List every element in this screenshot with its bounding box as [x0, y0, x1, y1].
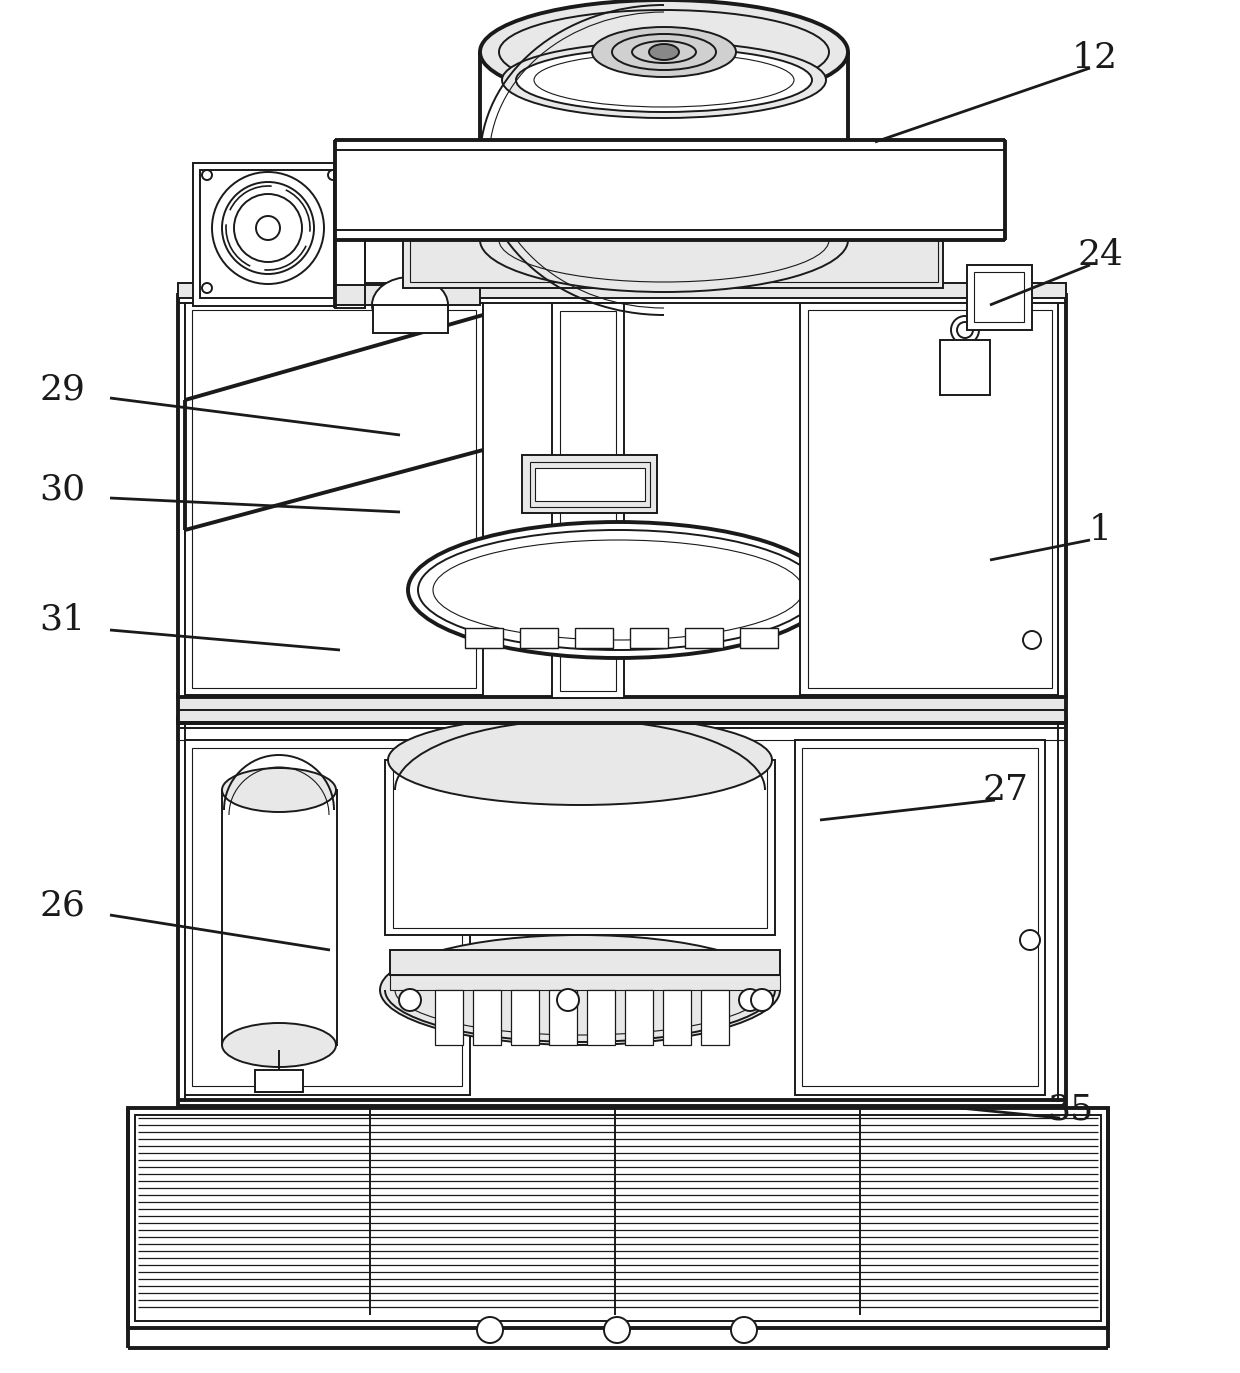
- Bar: [179, 295, 1066, 697]
- Bar: [701, 990, 729, 1045]
- Bar: [940, 341, 990, 395]
- Ellipse shape: [418, 530, 818, 649]
- Ellipse shape: [951, 316, 980, 345]
- Ellipse shape: [433, 540, 804, 640]
- Text: 26: 26: [40, 888, 84, 923]
- Ellipse shape: [751, 989, 773, 1011]
- Text: 35: 35: [1047, 1093, 1094, 1127]
- Bar: [410, 238, 937, 281]
- Bar: [808, 310, 1052, 688]
- Ellipse shape: [1023, 632, 1042, 649]
- Ellipse shape: [516, 48, 812, 113]
- Bar: [511, 990, 539, 1045]
- Bar: [255, 1070, 303, 1092]
- Bar: [192, 310, 476, 688]
- Ellipse shape: [632, 41, 696, 63]
- Bar: [391, 975, 780, 990]
- Ellipse shape: [408, 522, 828, 658]
- Bar: [128, 1108, 1109, 1328]
- Ellipse shape: [222, 768, 336, 811]
- Text: 1: 1: [1089, 514, 1111, 546]
- Ellipse shape: [212, 172, 324, 284]
- Bar: [663, 990, 691, 1045]
- Ellipse shape: [202, 283, 212, 292]
- Bar: [179, 695, 1066, 724]
- Bar: [625, 990, 653, 1045]
- Bar: [179, 718, 1066, 1107]
- Bar: [393, 768, 768, 928]
- Ellipse shape: [222, 183, 314, 275]
- Bar: [684, 627, 723, 648]
- Ellipse shape: [372, 277, 448, 334]
- Bar: [973, 272, 1024, 323]
- Bar: [435, 990, 463, 1045]
- Bar: [185, 303, 484, 695]
- Bar: [465, 627, 503, 648]
- Bar: [552, 303, 624, 697]
- Bar: [587, 990, 615, 1045]
- Bar: [391, 950, 780, 975]
- Bar: [373, 305, 448, 334]
- Bar: [200, 170, 334, 298]
- Ellipse shape: [498, 10, 830, 93]
- Ellipse shape: [739, 989, 761, 1011]
- Ellipse shape: [477, 1317, 503, 1343]
- Ellipse shape: [557, 989, 579, 1011]
- Ellipse shape: [379, 935, 780, 1045]
- Ellipse shape: [234, 194, 303, 262]
- Bar: [575, 627, 613, 648]
- Ellipse shape: [498, 198, 830, 281]
- Bar: [335, 286, 480, 305]
- Ellipse shape: [202, 170, 212, 180]
- Ellipse shape: [732, 1317, 756, 1343]
- Text: 27: 27: [982, 773, 1028, 807]
- Ellipse shape: [388, 715, 773, 805]
- Ellipse shape: [591, 27, 737, 77]
- Bar: [740, 627, 777, 648]
- Text: 24: 24: [1078, 238, 1123, 272]
- Ellipse shape: [502, 43, 826, 118]
- Bar: [534, 468, 645, 501]
- Bar: [630, 627, 668, 648]
- Ellipse shape: [613, 34, 715, 70]
- Bar: [520, 627, 558, 648]
- Bar: [560, 312, 616, 691]
- Ellipse shape: [534, 54, 794, 107]
- Ellipse shape: [329, 170, 339, 180]
- Bar: [384, 761, 775, 935]
- Bar: [800, 303, 1058, 695]
- Ellipse shape: [222, 1023, 336, 1067]
- Bar: [335, 165, 480, 195]
- Bar: [472, 990, 501, 1045]
- Bar: [193, 163, 341, 306]
- Bar: [335, 140, 1004, 240]
- Ellipse shape: [649, 44, 680, 60]
- Text: 12: 12: [1073, 41, 1118, 76]
- Bar: [967, 265, 1032, 330]
- Bar: [549, 990, 577, 1045]
- Text: 29: 29: [40, 373, 84, 406]
- Text: 31: 31: [38, 603, 86, 637]
- Ellipse shape: [480, 0, 848, 104]
- Ellipse shape: [604, 1317, 630, 1343]
- Ellipse shape: [399, 989, 422, 1011]
- Bar: [522, 454, 657, 514]
- Bar: [222, 789, 337, 1045]
- Bar: [795, 740, 1045, 1096]
- Bar: [179, 283, 1066, 298]
- Ellipse shape: [480, 188, 848, 292]
- Bar: [403, 231, 942, 288]
- Text: 30: 30: [38, 474, 86, 507]
- Bar: [185, 740, 470, 1096]
- Bar: [135, 1115, 1101, 1321]
- Ellipse shape: [255, 216, 280, 240]
- Bar: [802, 748, 1038, 1086]
- Bar: [335, 163, 365, 308]
- Bar: [192, 748, 463, 1086]
- Bar: [529, 461, 650, 507]
- Ellipse shape: [957, 323, 973, 338]
- Ellipse shape: [1021, 930, 1040, 950]
